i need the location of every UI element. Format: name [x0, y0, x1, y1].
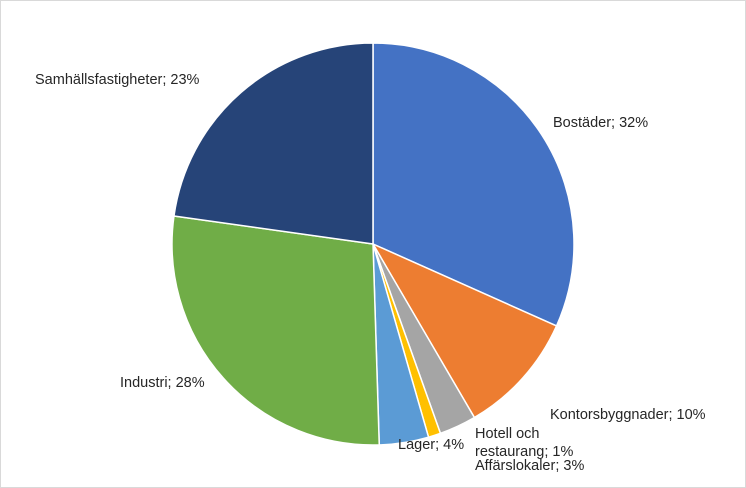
data-label-hotell-och-restaurang: Hotell och restaurang; 1%: [475, 426, 573, 460]
data-label-line: Samhällsfastigheter; 23%: [35, 72, 200, 88]
pie-slice-samh-llsfastigheter: [173, 42, 374, 245]
data-label-lager: Lager; 4%: [398, 437, 464, 453]
data-label-line: Lager; 4%: [398, 437, 464, 453]
pie-slices: [171, 42, 575, 446]
data-label-industri: Industri; 28%: [120, 375, 205, 391]
data-label-line: Hotell och: [475, 426, 539, 442]
data-label-line: Bostäder; 32%: [553, 115, 648, 131]
pie-slice-industri: [171, 215, 380, 446]
data-label-bost-der: Bostäder; 32%: [553, 115, 648, 131]
data-label-aff-rslokaler: Affärslokaler; 3%: [475, 458, 584, 474]
data-label-samh-llsfastigheter: Samhällsfastigheter; 23%: [35, 72, 200, 88]
pie-labels: Bostäder; 32% Kontorsbyggnader; 10% Affärs…: [35, 72, 706, 474]
pie-slice-kontorsbyggnader: [372, 243, 558, 419]
data-label-line: Industri; 28%: [120, 375, 205, 391]
data-label-line: Affärslokaler; 3%: [475, 458, 584, 474]
data-label-kontorsbyggnader: Kontorsbyggnader; 10%: [550, 407, 706, 423]
data-label-line: Kontorsbyggnader; 10%: [550, 407, 706, 423]
data-label-line: restaurang; 1%: [475, 444, 573, 460]
pie-slice-bost-der: [372, 42, 575, 327]
